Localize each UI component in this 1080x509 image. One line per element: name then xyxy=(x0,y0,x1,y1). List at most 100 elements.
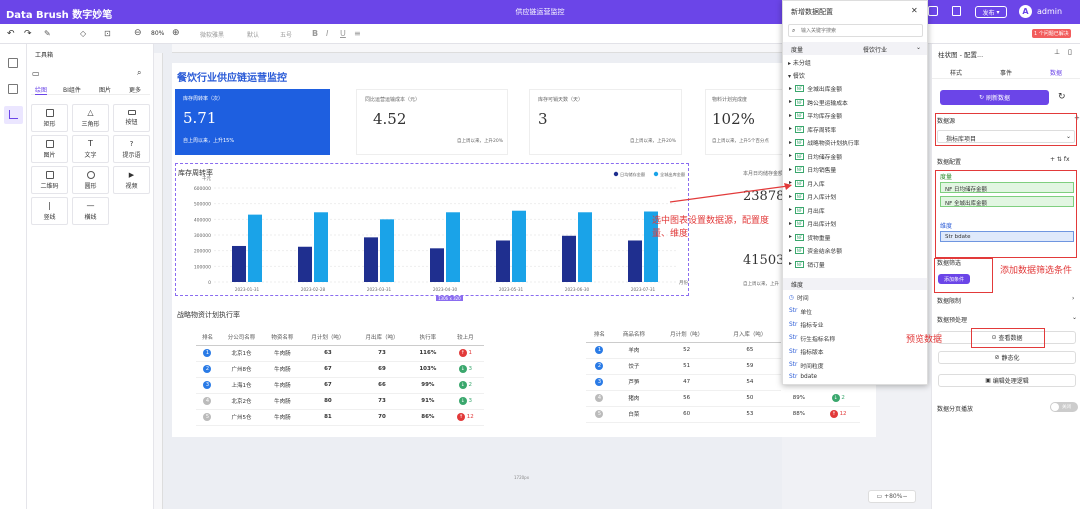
bar[interactable] xyxy=(644,211,658,283)
kpi-card[interactable]: 库存周转率（次） 5.71 自上周以来，上升15% xyxy=(175,89,330,155)
measure-item[interactable]: ▸ NF 月入库计划 xyxy=(789,192,836,201)
italic-icon[interactable]: I xyxy=(326,29,329,38)
table-row[interactable]: 1 羊肉 52 65 xyxy=(586,342,860,359)
measure-item[interactable]: ▸ NF 月出库 xyxy=(789,206,825,215)
comp-triangle[interactable]: △ 三角形 xyxy=(72,104,109,132)
tab-image[interactable]: 图片 xyxy=(99,87,112,94)
ungrouped[interactable]: ▸ 未分组 xyxy=(788,60,811,67)
chevron-down-icon[interactable]: ⌄ xyxy=(1072,314,1078,321)
layers-icon[interactable] xyxy=(8,84,18,94)
bold-icon[interactable]: B xyxy=(312,29,319,38)
measure-item[interactable]: ▸ NF 库存周转率 xyxy=(789,125,836,134)
bar[interactable] xyxy=(364,237,378,282)
tab-event[interactable]: 事件 xyxy=(1000,70,1013,77)
close-icon[interactable]: ✕ xyxy=(911,6,918,15)
canvas-zoom-control[interactable]: ▭ + 80% − xyxy=(868,490,916,503)
font-style-select[interactable]: 默认 xyxy=(247,32,260,39)
process-label[interactable]: 数据预处理 xyxy=(937,317,968,324)
chevron-down-icon[interactable]: ⌄ xyxy=(916,44,922,51)
paging-switch[interactable]: 关闭 xyxy=(1050,402,1078,412)
comp-hline[interactable]: — 横线 xyxy=(72,197,109,225)
comp-qrcode[interactable]: 二维码 xyxy=(31,166,68,194)
tab-more[interactable]: 更多 xyxy=(129,87,142,94)
chevron-right-icon[interactable]: › xyxy=(1072,295,1075,302)
comp-vline[interactable]: | 竖线 xyxy=(31,197,68,225)
config-tools-icon[interactable]: + ⇅ fx xyxy=(1050,156,1070,163)
measure-item[interactable]: ▸ NF 月入库 xyxy=(789,179,825,188)
static-button[interactable]: ⊘ 静态化 xyxy=(938,351,1076,364)
table-row[interactable]: 3 上海1仓 牛肉肠 67 66 99% ↓ 2 xyxy=(196,377,484,394)
dim-item[interactable]: Str 指标版本 xyxy=(789,347,824,357)
dim-item[interactable]: Str 衍生指标名称 xyxy=(789,334,835,343)
table-row[interactable]: 5 广州5仓 牛肉肠 81 70 86% ↑ 12 xyxy=(196,409,484,426)
tab-draw[interactable]: 绘图 xyxy=(35,87,48,95)
measure-item[interactable]: ▸ NF 资金结余总额 xyxy=(789,246,842,255)
measure-item[interactable]: ▸ NF 日均储存金额 xyxy=(789,152,842,161)
popup-search[interactable]: ⌕ xyxy=(788,24,923,37)
reload-icon[interactable]: ↻ xyxy=(1058,92,1066,102)
sidebar-icon[interactable]: ▯ xyxy=(1068,48,1072,56)
table-row[interactable]: 2 饺子 51 59 xyxy=(586,358,860,375)
tab-bi[interactable]: BI组件 xyxy=(63,87,81,94)
issue-badge[interactable]: 1 个问题已解决 xyxy=(1032,29,1071,38)
measure-chip[interactable]: NF 全城出库金额 xyxy=(940,196,1074,207)
tab-data[interactable]: 数据 xyxy=(1050,70,1063,77)
measure-item[interactable]: ▸ NF 日均销售量 xyxy=(789,165,836,174)
monitor-icon[interactable]: ▭ xyxy=(32,69,40,78)
format-brush-icon[interactable]: ✎ xyxy=(44,29,51,38)
dim-item[interactable]: ◷ 时间 xyxy=(789,293,809,303)
zoom-level[interactable]: 80% xyxy=(151,30,165,37)
dashboard-page[interactable]: 餐饮行业供应链运营监控 库存周转率（次） 5.71 自上周以来，上升15% 同比运营… xyxy=(172,63,876,437)
search-icon[interactable]: ⌕ xyxy=(137,68,142,77)
username[interactable]: admin xyxy=(1037,7,1063,16)
clear-icon[interactable]: ◇ xyxy=(80,29,87,38)
comp-rect[interactable]: 矩形 xyxy=(31,104,68,132)
align-icon[interactable]: ≡ xyxy=(354,29,361,38)
font-size-select[interactable]: 五号 xyxy=(280,32,293,39)
zoom-in-icon[interactable]: ⊕ xyxy=(172,28,180,38)
bar[interactable] xyxy=(578,212,592,282)
font-family-select[interactable]: 微软雅黑 xyxy=(200,32,225,39)
kpi-card[interactable]: 库存可销天数（天） 3 自上周以来，上升20% xyxy=(529,89,682,155)
bar[interactable] xyxy=(232,245,246,282)
table-row[interactable]: 4 猪肉 56 50 89% ↓ 2 xyxy=(586,390,860,407)
refresh-data-button[interactable]: ↻ 刷新数据 xyxy=(940,90,1049,105)
undo-icon[interactable]: ↶ xyxy=(7,29,15,39)
lock-icon[interactable]: ⊡ xyxy=(104,29,111,38)
bar[interactable] xyxy=(446,212,460,282)
bar[interactable] xyxy=(562,235,576,282)
underline-icon[interactable]: U xyxy=(340,29,346,38)
source-select[interactable]: 指标库项目 ⌄ xyxy=(937,130,1075,143)
dimension-chip[interactable]: Str bdate xyxy=(940,231,1074,242)
bar-chart-widget[interactable]: 库存周转率 1306 x 320 600000 500000 400000 30000… xyxy=(175,163,689,301)
table-row[interactable]: 4 北京2仓 牛肉肠 80 73 91% ↓ 3 xyxy=(196,393,484,410)
measure-item[interactable]: ▸ NF 平均库存金额 xyxy=(789,111,842,120)
view-data-button[interactable]: ⊙ 查看数据 xyxy=(938,331,1076,344)
comp-text[interactable]: T 文字 xyxy=(72,135,109,163)
comp-tooltip[interactable]: ? 提示语 xyxy=(113,135,150,163)
measure-item[interactable]: ▸ NF 月出库计划 xyxy=(789,219,836,228)
bar[interactable] xyxy=(430,248,444,282)
dataset-select[interactable]: 餐饮行业 xyxy=(863,47,888,54)
group-catering[interactable]: ▾ 餐饮 xyxy=(788,73,805,80)
comp-circle[interactable]: 圆形 xyxy=(72,166,109,194)
measure-item[interactable]: ▸ NF 战略物资计划执行率 xyxy=(789,138,859,147)
popup-search-input[interactable] xyxy=(801,26,919,36)
measure-item[interactable]: ▸ NF 全城出库金额 xyxy=(789,84,842,93)
dim-item[interactable]: Str 单位 xyxy=(789,307,812,316)
add-filter-button[interactable]: 添加条件 xyxy=(938,274,970,284)
measure-item[interactable]: ▸ NF 销订量 xyxy=(789,260,825,269)
bar[interactable] xyxy=(380,219,394,282)
edit-logic-button[interactable]: ▣ 编辑处理逻辑 xyxy=(938,374,1076,387)
screen-icon[interactable] xyxy=(928,6,938,16)
table-row[interactable]: 1 北京1仓 牛肉肠 63 73 116% ↑ 1 xyxy=(196,345,484,362)
zoom-out-icon[interactable]: ⊖ xyxy=(134,28,142,38)
bar[interactable] xyxy=(248,214,262,282)
dim-item[interactable]: Str 时间粒度 xyxy=(789,361,824,370)
data-config-popup[interactable]: 新增数据配置 ✕ ⌕ 度量 餐饮行业 ⌄ ▸ 未分组 ▾ 餐饮 ▸NF全城出库金… xyxy=(782,0,928,385)
measure-chip[interactable]: NF 日均储存金额 xyxy=(940,182,1074,193)
table-row[interactable]: 3 芦笋 47 54 xyxy=(586,374,860,391)
grid-icon[interactable] xyxy=(8,58,18,68)
bar[interactable] xyxy=(298,246,312,282)
publish-button[interactable]: 发布 ▾ xyxy=(975,6,1007,18)
